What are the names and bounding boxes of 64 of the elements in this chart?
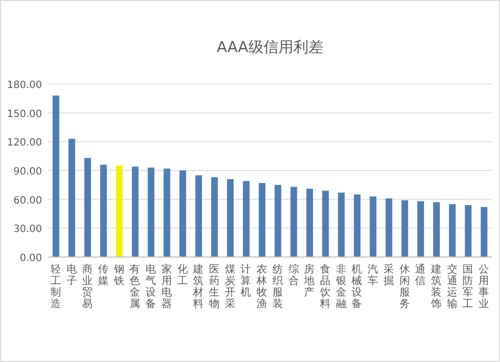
bar [401,200,408,257]
bar [227,179,234,257]
x-tick-label: 建筑材料 [192,262,204,310]
chart-title: AAA级信用利差 [216,38,324,56]
x-tick-label: 农林牧渔 [256,264,268,310]
x-tick-label: 家用电器 [161,262,172,310]
x-tick-label: 纺织服装 [272,262,284,310]
bar [116,166,123,257]
x-tick-label: 电子 [66,262,78,287]
bar [211,177,218,257]
bar [464,205,472,257]
bar [480,207,488,257]
x-tick-label: 采掘 [383,262,394,287]
bar [274,184,282,257]
x-tick-label: 电气设备 [146,262,157,310]
x-tick-label: 机械设备 [352,264,363,310]
bar [84,158,91,257]
bar [148,168,154,257]
bar [322,190,329,257]
bar [100,164,107,257]
y-tick-label: 180.00 [7,80,42,91]
bar [386,198,392,257]
x-tick-label: 综合 [288,262,300,287]
bar [433,202,440,257]
x-tick-label: 医药生物 [209,264,220,310]
x-tick-label: 食品饮料 [319,264,331,310]
x-tick-label: 公用事业 [478,264,490,310]
x-tick-label: 交通运输 [446,262,458,310]
bar [68,138,76,257]
x-tick-label: 轻工制造 [50,264,62,310]
x-tick-label: 汽车 [368,264,379,287]
bar [306,188,313,257]
bar [370,196,376,257]
x-tick-label: 休闲服务 [399,264,410,310]
x-tick-label: 煤炭开采 [224,264,236,310]
bar [354,194,361,257]
x-tick-label: 非银金融 [334,262,347,310]
y-tick-label: 60.00 [13,195,42,206]
x-tick-label: 建筑装饰 [430,262,442,310]
y-tick-label: 150.00 [7,108,42,120]
x-tick-label: 房地产 [303,262,316,298]
x-tick-label: 化工 [177,264,188,287]
bar [449,204,456,257]
x-tick-label: 计算机 [240,262,252,298]
x-tick-label: 有色金属 [130,264,141,310]
y-tick-label: 120.00 [7,138,42,149]
x-tick-label: 商业贸易 [82,262,94,310]
x-tick-label: 通信 [415,262,426,287]
bar [242,181,250,257]
y-tick-label: 90.00 [13,166,42,178]
bar [417,201,424,257]
y-tick-label: 30.00 [13,224,42,236]
bar [290,186,298,257]
x-tick-label: 国防军工 [462,264,474,310]
bar [164,168,170,257]
bar [52,96,60,257]
bar [132,166,139,257]
bar [338,192,345,257]
y-tick-label: 0.00 [20,253,42,264]
bar [179,170,186,257]
bar [258,182,266,257]
x-tick-label: 传媒 [98,264,109,287]
bar [195,175,202,257]
x-tick-label: 钢铁 [112,264,125,287]
